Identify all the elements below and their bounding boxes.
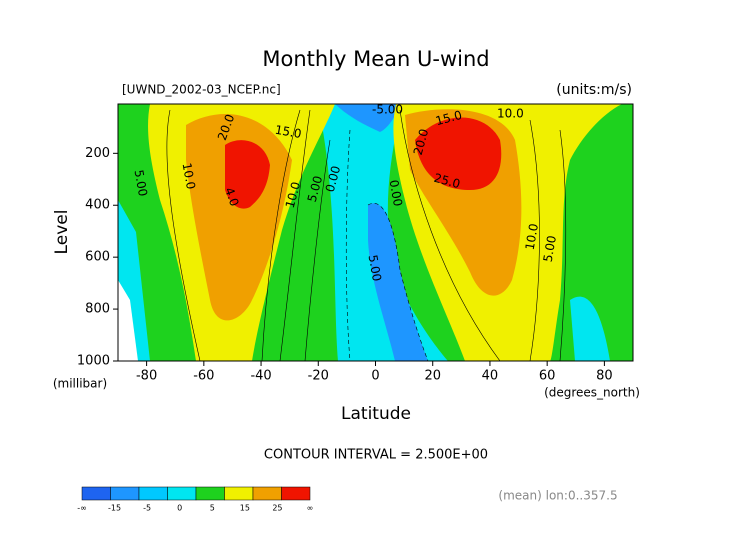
contour-label: 5.00 xyxy=(366,254,384,283)
x-tick-label: 60 xyxy=(539,369,556,384)
y-tick-label: 800 xyxy=(85,302,110,317)
field-blue xyxy=(335,104,400,132)
colorbar-label: 15 xyxy=(240,504,250,513)
x-tick-label: -60 xyxy=(193,369,214,384)
y-tick-label: 400 xyxy=(85,198,110,213)
colorbar-label: 0 xyxy=(177,504,182,513)
contour-label: 15.0 xyxy=(274,123,303,141)
x-tick-label: -20 xyxy=(308,369,329,384)
x-axis-label: Latitude xyxy=(341,404,411,424)
contour-label: 10.0 xyxy=(497,107,524,121)
colorbar-swatch xyxy=(81,486,111,501)
contour-field xyxy=(118,104,633,361)
colorbar-label: ∞ xyxy=(307,504,314,513)
contour-label: 4.0 xyxy=(222,185,242,208)
y-axis-units: (millibar) xyxy=(53,377,107,391)
y-axis-label: Level xyxy=(52,210,72,255)
contour-line xyxy=(304,139,331,361)
x-tick-label: -80 xyxy=(136,369,157,384)
chart-title: Monthly Mean U-wind xyxy=(262,47,489,71)
colorbar-label: 25 xyxy=(272,504,282,513)
contour-label: 10.0 xyxy=(523,222,541,251)
colorbar-swatch xyxy=(224,486,254,501)
contour-label: 25.0 xyxy=(432,171,461,191)
field-missing xyxy=(118,280,138,361)
contour-line xyxy=(345,129,351,361)
colorbar-label: -∞ xyxy=(77,504,87,513)
contour-label: -5.00 xyxy=(372,103,403,117)
field-red xyxy=(415,117,502,190)
x-tick-label: 40 xyxy=(482,369,499,384)
colorbar-swatch xyxy=(195,486,225,501)
y-tick-label: 1000 xyxy=(77,354,110,369)
colorbar-swatch xyxy=(167,486,197,501)
field-cyan xyxy=(570,296,610,361)
x-tick-label: 20 xyxy=(424,369,441,384)
contour-labels: 20.0 15.0 10.0 5.00 4.0 10.0 5.00 0.00 5… xyxy=(132,103,559,283)
colorbar-swatch xyxy=(252,486,282,501)
colorbar-swatch xyxy=(110,486,140,501)
field-red xyxy=(225,140,270,209)
x-tick-label: 0 xyxy=(371,369,379,384)
contour-line xyxy=(166,109,201,361)
contour-label: 0.00 xyxy=(387,179,405,208)
colorbar-label: 5 xyxy=(210,504,215,513)
x-axis-units: (degrees_north) xyxy=(544,386,640,400)
subtitle-right: (units:m/s) xyxy=(556,82,632,98)
contour-line xyxy=(367,203,429,361)
y-tick-label: 200 xyxy=(85,146,110,161)
contour-label: 5.00 xyxy=(305,174,325,203)
contour-line xyxy=(399,109,501,361)
subtitle-left: [UWND_2002-03_NCEP.nc] xyxy=(122,83,281,97)
contour-label: 10.0 xyxy=(283,180,303,209)
contour-line xyxy=(261,109,301,361)
contour-line xyxy=(559,129,567,361)
colorbar-label: -5 xyxy=(143,504,151,513)
contour-line xyxy=(279,109,311,361)
y-tick-label: 600 xyxy=(85,250,110,265)
x-tick-label: 80 xyxy=(596,369,613,384)
contour-label: 20.0 xyxy=(411,127,431,156)
contour-label: 15.0 xyxy=(434,108,463,128)
colorbar-swatch xyxy=(281,486,311,501)
footer-note: (mean) lon:0..357.5 xyxy=(498,489,617,503)
contour-label: 10.0 xyxy=(180,162,198,191)
colorbar-swatch xyxy=(138,486,168,501)
contour-interval: CONTOUR INTERVAL = 2.500E+00 xyxy=(264,448,488,463)
contour-label: 0.00 xyxy=(323,164,343,193)
contour-line xyxy=(529,119,540,361)
field-blue xyxy=(368,203,428,361)
contour-label: 5.00 xyxy=(541,234,559,263)
contour-label: 5.00 xyxy=(132,169,150,198)
x-tick-label: -40 xyxy=(250,369,271,384)
colorbar-label: -15 xyxy=(108,504,121,513)
